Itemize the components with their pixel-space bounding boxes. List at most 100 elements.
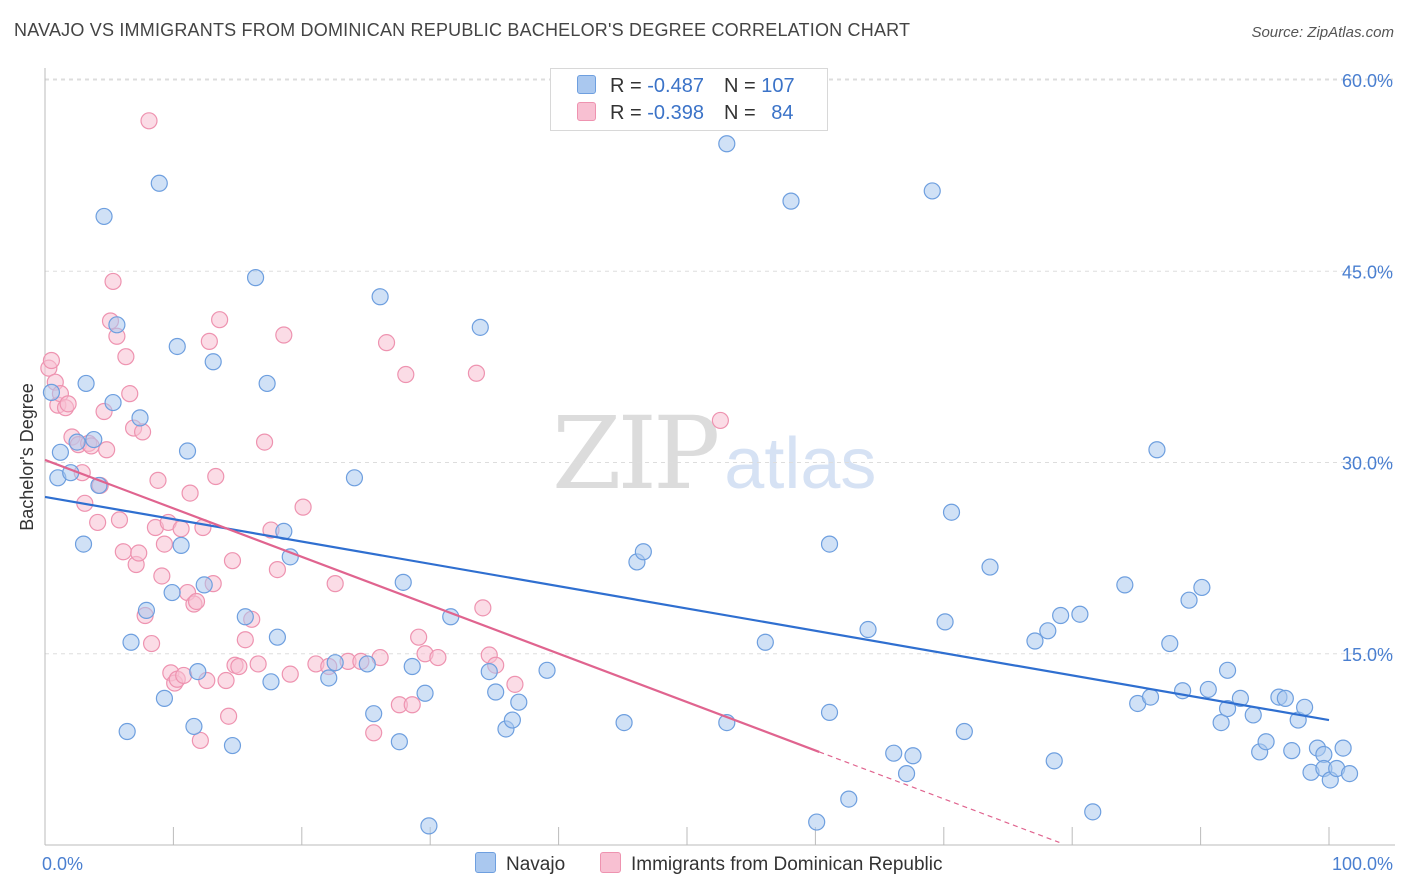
y-tick-label: 30.0% (1342, 454, 1393, 474)
dominican-swatch (600, 852, 621, 873)
navajo-point (885, 744, 903, 762)
navajo-point (1244, 706, 1262, 724)
navajo-point (955, 722, 973, 741)
dominican-point (236, 631, 254, 649)
dominican-point (133, 423, 152, 441)
navajo-point (1026, 632, 1044, 650)
dominican-point (474, 599, 492, 617)
navajo-point (1199, 680, 1217, 699)
navajo-point (1084, 803, 1102, 821)
dominican-point (403, 696, 421, 714)
navajo-point (936, 613, 954, 631)
navajo-point (820, 703, 839, 722)
navajo-point (1193, 578, 1211, 597)
dominican-point (268, 560, 287, 579)
y-tick-label: 15.0% (1342, 645, 1393, 665)
y-axis-label: Bachelor's Degree (17, 383, 37, 531)
dominican-point (114, 543, 132, 561)
trend-line-dominican-extension (819, 751, 1060, 844)
navajo-point (897, 764, 916, 783)
dominican-point (506, 675, 524, 693)
legend-r-value: -0.487 (647, 75, 704, 97)
navajo-point (42, 383, 61, 401)
navajo-point (416, 684, 434, 702)
navajo-point (371, 288, 389, 306)
navajo-point (195, 576, 213, 594)
navajo-point (1296, 698, 1314, 716)
dominican-point (187, 592, 206, 611)
legend-label-navajo: Navajo (506, 854, 566, 875)
navajo-point (1340, 764, 1359, 783)
dominican-point (130, 544, 148, 562)
navajo-point (1071, 605, 1089, 623)
navajo-point (403, 657, 421, 676)
dominican-point (172, 520, 190, 538)
x-tick-label: 0.0% (42, 854, 83, 874)
dominican-point (429, 648, 447, 667)
navajo-point (1218, 699, 1237, 718)
navajo-point (1283, 742, 1301, 760)
legend-r-value: -0.398 (647, 102, 704, 124)
axes (44, 68, 1395, 846)
dominican-point (155, 535, 174, 553)
navajo-point (510, 693, 528, 711)
dominican-point (217, 671, 235, 690)
source-label: Source: ZipAtlas.com (1251, 24, 1394, 41)
navajo-point (204, 353, 222, 371)
navajo-point (808, 813, 826, 831)
navajo-point (942, 503, 961, 521)
gridlines (45, 78, 1395, 655)
navajo-point (1148, 441, 1166, 459)
navajo-point (104, 393, 122, 412)
dominican-point (211, 311, 229, 329)
dominican-point (207, 467, 225, 486)
navajo-point (163, 583, 181, 602)
legend-n-label: N = (723, 75, 762, 97)
dominican-point (104, 272, 122, 291)
dominican-point (326, 575, 344, 593)
trend-line-navajo (44, 495, 1330, 722)
dominican-point (117, 348, 135, 366)
navajo-point (118, 722, 136, 741)
tick-labels: 15.0% 30.0% 45.0% 60.0% 0.0% 100.0% Bachelor's… (17, 71, 1393, 874)
series-navajo-points (42, 135, 1359, 835)
navajo-point (420, 817, 438, 835)
dominican-point (181, 484, 199, 502)
dominican-point (175, 666, 193, 685)
navajo-point (503, 711, 521, 729)
dominican-point (153, 567, 171, 585)
trend-line-dominican (44, 458, 820, 753)
navajo-point (782, 192, 800, 210)
dominican-point (410, 628, 428, 646)
navajo-point (365, 705, 383, 723)
dominican-point (220, 707, 238, 725)
watermark: ZIP atlas (552, 395, 876, 512)
navajo-point (258, 374, 276, 393)
dominican-point (255, 433, 274, 451)
navajo-point (95, 207, 113, 226)
navajo-point (51, 443, 70, 461)
dominican-point (249, 655, 267, 673)
legend-r-label: R = (610, 75, 648, 97)
navajo-point (178, 442, 197, 460)
navajo-point (1039, 622, 1057, 640)
navajo-point (268, 628, 287, 646)
legend-item-dominican: Immigrants from Dominican Republic (600, 852, 943, 876)
watermark-zip: ZIP (552, 395, 720, 512)
dominican-swatch (577, 102, 596, 121)
dominican-point (397, 365, 415, 384)
legend-row-navajo: R = -0.487 N = 107 (577, 75, 795, 98)
dominican-point (281, 665, 299, 683)
dominican-point (149, 471, 167, 489)
trend-lines (44, 458, 1330, 844)
navajo-point (189, 662, 207, 681)
x-tick-label: 100.0% (1332, 854, 1393, 874)
navajo-point (1257, 733, 1275, 751)
navajo-point (185, 717, 203, 736)
navajo-point (904, 747, 922, 765)
navajo-point (480, 662, 498, 681)
chart-title: NAVAJO VS IMMIGRANTS FROM DOMINICAN REPU… (14, 20, 911, 40)
dominican-point (467, 364, 486, 382)
navajo-point (859, 620, 877, 639)
